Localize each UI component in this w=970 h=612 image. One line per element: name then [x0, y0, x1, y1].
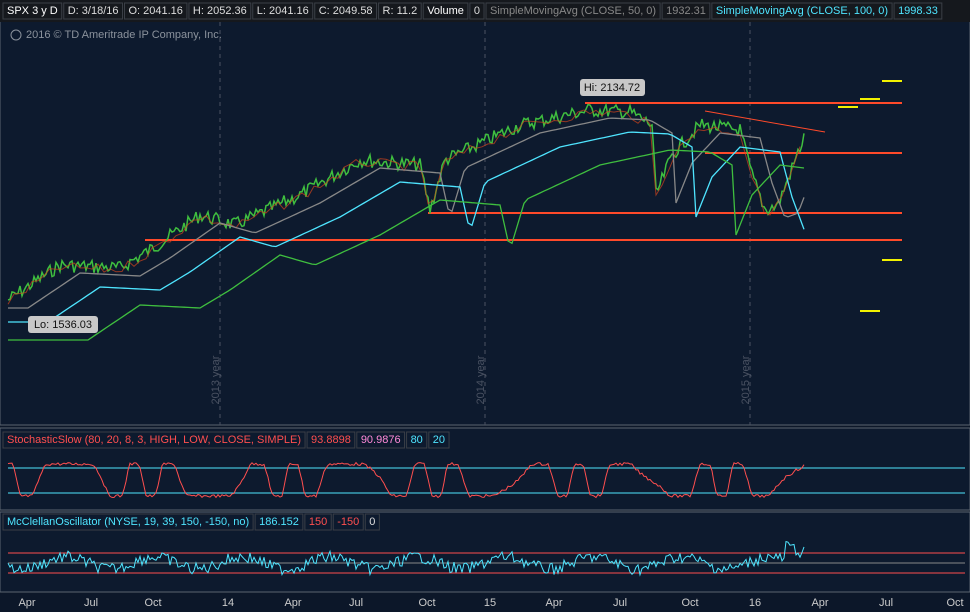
- header-cell: [893, 2, 943, 20]
- stochastic-header: StochasticSlow (80, 20, 8, 3, HIGH, LOW,…: [2, 431, 450, 449]
- header-cell: [188, 2, 252, 20]
- header-bar: [0, 0, 970, 22]
- support-lines: [145, 102, 902, 241]
- header-text: R: 11.2: [383, 5, 418, 17]
- header-text: SimpleMovingAvg (CLOSE, 50, 0): [490, 5, 656, 17]
- header-text: 1998.33: [898, 5, 938, 17]
- year-label: 2014 year: [475, 355, 487, 404]
- price-lines: [7, 102, 965, 577]
- header-text: 90.9876: [361, 434, 401, 446]
- header-text: SPX 3 y D: [7, 5, 58, 17]
- header-cell: [661, 2, 711, 20]
- x-tick-label: Jul: [879, 597, 893, 609]
- header-text: C: 2049.58: [319, 5, 373, 17]
- header-text: 186.152: [259, 516, 299, 528]
- header-text: -150: [337, 516, 359, 528]
- copyright-icon: [10, 29, 22, 41]
- mcclellan-panel: [0, 511, 970, 593]
- lo-label: Lo: 1536.03: [34, 319, 92, 331]
- header-cell: [485, 2, 661, 20]
- header-cell: [364, 513, 380, 531]
- header-text: 1932.31: [666, 5, 706, 17]
- header-cell: [306, 431, 356, 449]
- header-cell: [2, 513, 254, 531]
- x-tick-label: Apr: [284, 597, 301, 609]
- header-cell: [428, 431, 450, 449]
- x-tick-label: Apr: [18, 597, 35, 609]
- header-cell: [2, 2, 63, 20]
- header-cell: [304, 513, 332, 531]
- header-cell: [314, 2, 378, 20]
- header-text: 80: [411, 434, 423, 446]
- header-cell: [406, 431, 428, 449]
- x-tick-label: Jul: [613, 597, 627, 609]
- header-cell: [2, 431, 306, 449]
- header-cell: [123, 2, 188, 20]
- x-tick-label: Apr: [545, 597, 562, 609]
- header-cell: [469, 2, 485, 20]
- header-text: 0: [474, 5, 480, 17]
- header-text: 93.8898: [311, 434, 351, 446]
- sma-20: [8, 117, 805, 309]
- x-tick-label: Jul: [84, 597, 98, 609]
- header-cell: [422, 2, 469, 20]
- header-text: StochasticSlow (80, 20, 8, 3, HIGH, LOW,…: [7, 434, 301, 446]
- x-tick-label: Jul: [349, 597, 363, 609]
- header-text: H: 2052.36: [193, 5, 247, 17]
- x-tick-label: Oct: [418, 597, 435, 609]
- x-tick-label: 16: [749, 597, 761, 609]
- header-text: D: 3/18/16: [68, 5, 119, 17]
- mcclellan-header: McClellanOscillator (NYSE, 19, 39, 150, …: [2, 513, 380, 531]
- header-cell: [63, 2, 123, 20]
- year-label: 2015 year: [740, 355, 752, 404]
- header-cell: [252, 2, 314, 20]
- lo-label-box: [28, 316, 98, 333]
- header-cell: [332, 513, 364, 531]
- header-cell: [378, 2, 422, 20]
- x-tick-label: Apr: [811, 597, 828, 609]
- header-text: McClellanOscillator (NYSE, 19, 39, 150, …: [7, 516, 249, 528]
- header-cell: [254, 513, 304, 531]
- year-label: 2013 year: [210, 355, 222, 404]
- x-tick-label: Oct: [681, 597, 698, 609]
- sma-50: [8, 131, 805, 323]
- header-text: L: 2041.16: [257, 5, 309, 17]
- x-tick-label: 15: [484, 597, 496, 609]
- hi-label-box: [580, 79, 645, 96]
- price-down: [7, 109, 801, 305]
- price: [7, 102, 805, 301]
- header-text: 20: [433, 434, 445, 446]
- hi-label: Hi: 2134.72: [584, 82, 640, 94]
- header-text: Volume: [427, 5, 464, 17]
- header-cell: [711, 2, 893, 20]
- header: SPX 3 y D D: 3/18/16 O: 2041.16 H: 2052.36 L…: [2, 2, 943, 20]
- header-cell: [356, 431, 406, 449]
- x-tick-label: Oct: [946, 597, 963, 609]
- mcc-line: [7, 540, 805, 577]
- price-targets: [838, 80, 902, 312]
- x-axis: Apr Jul Oct 14 Apr Jul Oct 15 Apr Jul Oct 16 Apr Jul O…: [18, 597, 963, 609]
- copyright: 2016 © TD Ameritrade IP Company, Inc.: [26, 29, 222, 41]
- header-text: 150: [309, 516, 327, 528]
- sma-100: [8, 149, 805, 341]
- stoch-line: [7, 461, 805, 499]
- header-text: O: 2041.16: [128, 5, 182, 17]
- x-tick-label: Oct: [144, 597, 161, 609]
- x-tick-label: 14: [222, 597, 234, 609]
- header-text: 0: [369, 516, 375, 528]
- header-text: SimpleMovingAvg (CLOSE, 100, 0): [716, 5, 888, 17]
